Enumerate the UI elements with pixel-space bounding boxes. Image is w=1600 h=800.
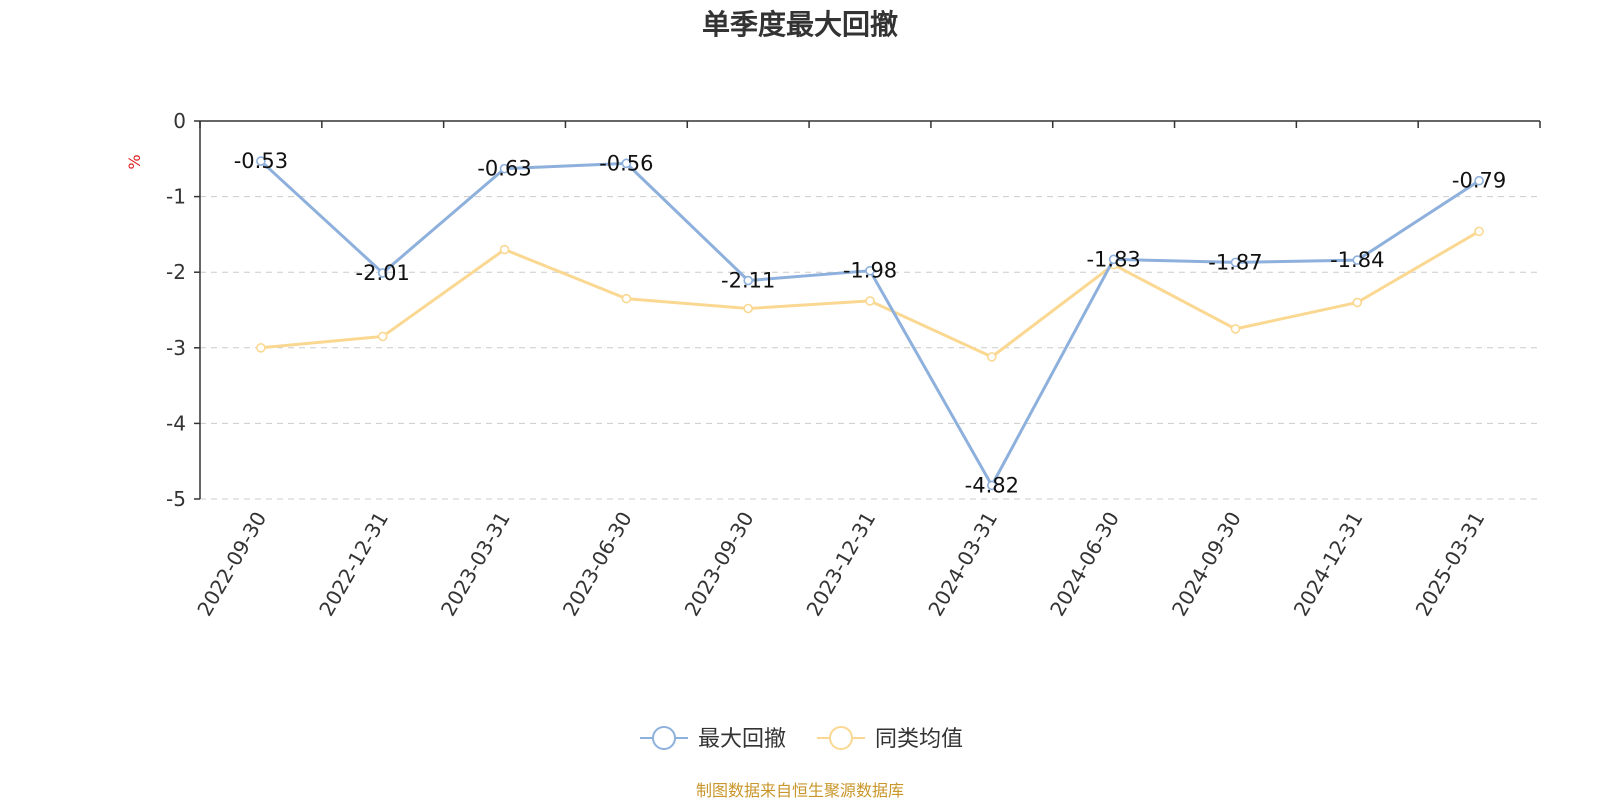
- x-tick-label: 2024-12-31: [1289, 508, 1368, 621]
- data-label: -4.82: [965, 473, 1019, 497]
- legend-circle-icon: [652, 726, 676, 750]
- y-tick-label: -2: [166, 260, 186, 284]
- data-label: -0.53: [234, 149, 288, 173]
- data-point[interactable]: [499, 163, 510, 174]
- data-point[interactable]: [1474, 175, 1484, 186]
- data-point[interactable]: [621, 158, 632, 169]
- series-line-0: [259, 159, 1480, 487]
- data-point[interactable]: [743, 303, 753, 314]
- x-tick-label: 2025-03-31: [1411, 508, 1490, 621]
- data-point[interactable]: [1108, 254, 1119, 265]
- data-label: -1.98: [843, 259, 897, 283]
- x-tick-label: 2024-09-30: [1167, 508, 1246, 621]
- y-tick-label: -4: [166, 411, 186, 435]
- x-tick-label: 2023-06-30: [558, 508, 637, 621]
- data-label: -0.79: [1452, 169, 1506, 193]
- legend[interactable]: 最大回撤 同类均值: [640, 726, 963, 752]
- data-point[interactable]: [987, 480, 997, 491]
- series-line-1: [260, 230, 1480, 359]
- grid-lines: [200, 196, 1540, 500]
- data-point[interactable]: [1352, 255, 1363, 265]
- x-tick-label: 2023-03-31: [436, 507, 515, 620]
- y-tick-label: -1: [166, 185, 186, 209]
- series-layer: -0.53 -2.01 -0.63 -0.56 -2.11 -1.98 -4.82 -1.83…: [234, 149, 1507, 497]
- data-label: -1.87: [1208, 250, 1262, 274]
- data-label: -1.84: [1330, 248, 1384, 272]
- data-label: -2.01: [356, 261, 410, 285]
- data-point[interactable]: [621, 293, 632, 304]
- legend-circle-icon: [829, 726, 853, 750]
- data-point[interactable]: [1230, 257, 1241, 268]
- chart-title: 单季度最大回撤: [702, 8, 898, 41]
- data-point[interactable]: [499, 244, 510, 255]
- data-point[interactable]: [377, 331, 388, 342]
- data-point[interactable]: [865, 265, 875, 276]
- y-tick-label: -5: [166, 487, 186, 511]
- x-axis: 2022-09-30 2022-12-31 2023-03-31 2023-06-30…: [192, 120, 1541, 621]
- data-point[interactable]: [743, 275, 753, 286]
- data-point[interactable]: [987, 352, 997, 362]
- x-tick-label: 2022-12-31: [314, 508, 393, 621]
- data-point[interactable]: [1474, 226, 1484, 237]
- x-tick-label: 2022-09-30: [192, 508, 271, 621]
- legend-item-1[interactable]: 同类均值: [817, 726, 963, 752]
- data-label: -0.56: [599, 151, 653, 175]
- data-label: -1.83: [1086, 247, 1140, 271]
- data-point[interactable]: [256, 342, 266, 353]
- y-tick-label: -3: [166, 336, 186, 360]
- x-tick-label: 2023-12-31: [801, 508, 880, 621]
- y-axis: 0 -1 -2 -3 -4 -5: [166, 109, 201, 511]
- y-axis-unit: %: [125, 154, 144, 169]
- data-point[interactable]: [1230, 324, 1241, 334]
- data-point[interactable]: [1352, 297, 1363, 308]
- data-label: -2.11: [721, 269, 775, 293]
- data-point[interactable]: [865, 296, 875, 306]
- data-point[interactable]: [256, 156, 266, 166]
- x-tick-label: 2024-06-30: [1045, 508, 1124, 621]
- data-label: -0.63: [477, 157, 531, 181]
- legend-label: 最大回撤: [698, 727, 786, 752]
- legend-item-0[interactable]: 最大回撤: [640, 726, 786, 752]
- source-note: 制图数据来自恒生聚源数据库: [696, 781, 904, 800]
- data-point[interactable]: [377, 268, 388, 278]
- x-tick-label: 2023-09-30: [680, 508, 759, 621]
- x-tick-label: 2024-03-31: [923, 507, 1002, 620]
- y-tick-label: 0: [173, 109, 186, 133]
- legend-label: 同类均值: [875, 727, 963, 752]
